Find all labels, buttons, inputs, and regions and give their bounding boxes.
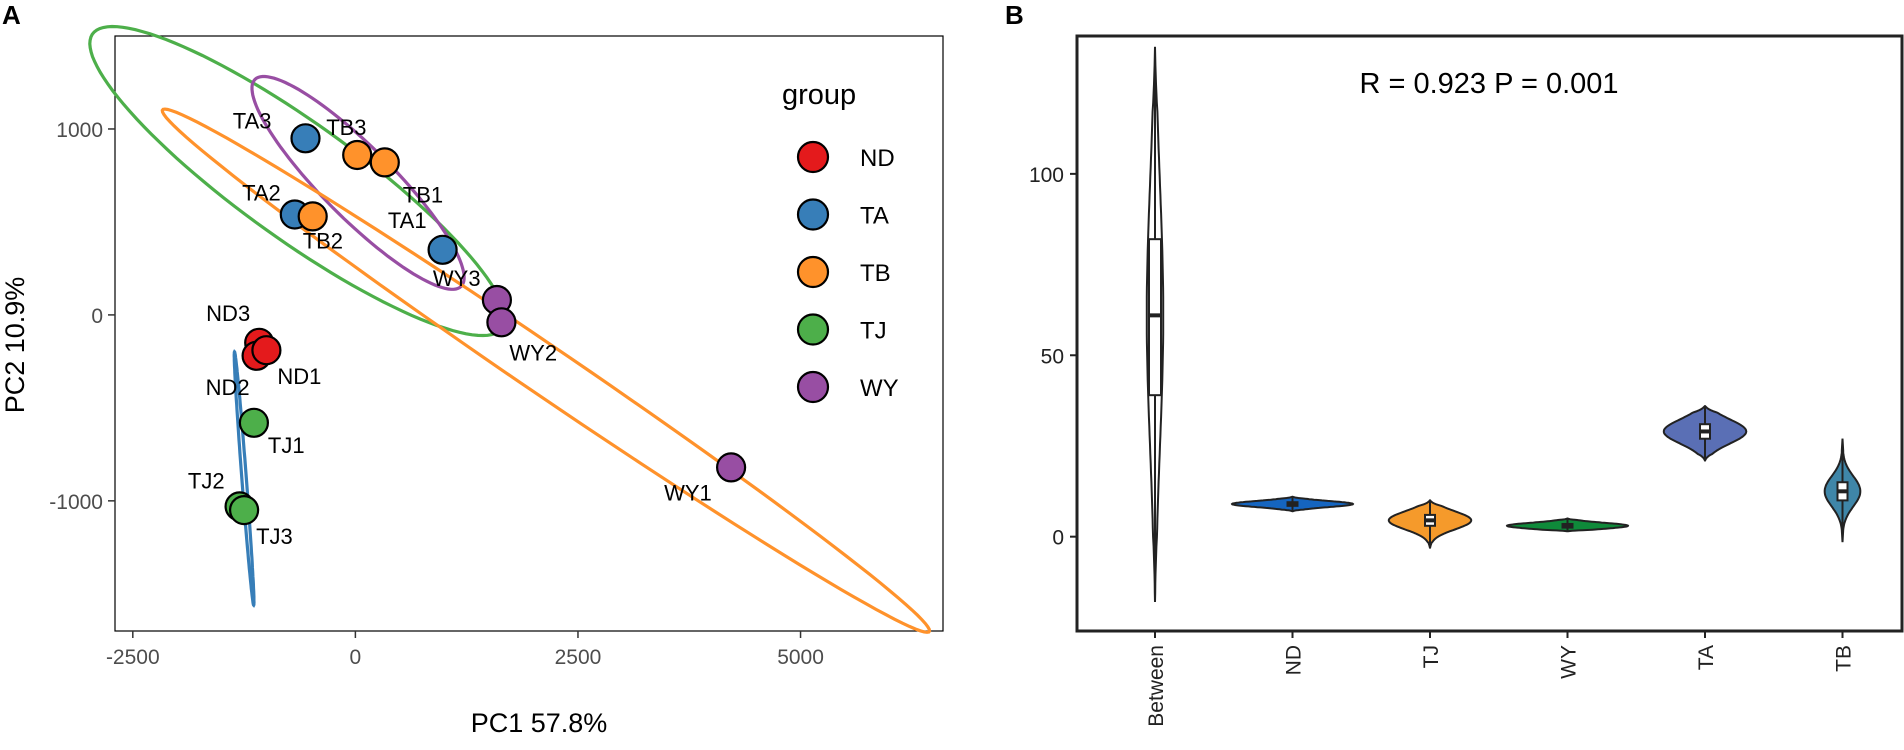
point-label-tb2: TB2: [303, 228, 343, 253]
x-tick-label: 2500: [555, 646, 602, 669]
legend-key-ta: [796, 198, 830, 231]
legend-title: group: [782, 79, 856, 111]
point-label-ta1: TA1: [388, 208, 427, 233]
pca-legend: group ND TA TB TJ WY: [782, 79, 899, 404]
point-label-nd1: ND1: [277, 364, 321, 389]
panel-b: B R = 0.923 P = 0.001 0 50 100 Between ND TJ…: [1005, 0, 1904, 727]
pca-x-axis-ticks: -2500 0 2500 5000: [106, 631, 824, 669]
point-tb2: [297, 201, 328, 232]
anosim-statistic: R = 0.923 P = 0.001: [1359, 68, 1618, 100]
point-label-nd2: ND2: [206, 375, 250, 400]
y-tick-label: -1000: [49, 491, 103, 514]
point-tj1: [238, 407, 269, 438]
violin-y-axis-ticks: 0 50 100: [1029, 164, 1077, 550]
ellipse-ta: [232, 349, 256, 608]
pca-point-labels: TA3 TA2 TA1 TB3 TB1 TB2 WY3 WY2 WY1 ND3 ND2 ND1 TJ1 T…: [188, 108, 712, 549]
pca-points: [224, 123, 747, 526]
legend-key-tb: [796, 255, 830, 289]
ellipse-tj: [88, 24, 507, 338]
point-label-tb1: TB1: [403, 182, 443, 207]
x-tick-label-tb: TB: [1833, 645, 1856, 672]
panel-b-plot-border: [1075, 34, 1904, 633]
x-tick-label-between: Between: [1145, 645, 1168, 727]
point-label-tj3: TJ3: [256, 524, 293, 549]
x-tick-label: 0: [350, 646, 362, 669]
y-tick-label: 0: [91, 305, 103, 328]
y-tick-label: 1000: [56, 119, 103, 142]
point-tb3: [342, 139, 373, 171]
panel-b-letter: B: [1005, 0, 1024, 30]
x-tick-label: 5000: [777, 646, 824, 669]
legend-label-wy: WY: [860, 375, 899, 402]
legend-items: ND TA TB TJ WY: [796, 140, 899, 404]
point-ta3: [290, 123, 321, 154]
violin-x-axis-ticks: Between ND TJ WY TA TB: [1145, 631, 1856, 727]
violins: [1145, 46, 1862, 603]
point-label-tj2: TJ2: [188, 468, 225, 493]
point-tb1: [369, 147, 400, 178]
point-label-ta2: TA2: [242, 181, 281, 206]
pca-y-axis-title: PC2 10.9%: [0, 277, 30, 414]
x-tick-label-nd: ND: [1283, 645, 1306, 675]
legend-label-ta: TA: [860, 203, 889, 230]
point-nd1: [251, 335, 282, 366]
panel-a-letter: A: [2, 0, 21, 30]
point-wy2: [486, 307, 517, 338]
y-tick-label: 50: [1041, 345, 1064, 368]
legend-label-nd: ND: [860, 145, 895, 172]
point-tj3: [229, 495, 260, 526]
x-tick-label: -2500: [106, 646, 160, 669]
point-ta1: [427, 234, 458, 265]
point-label-ta3: TA3: [233, 108, 272, 133]
pca-x-axis-title: PC1 57.8%: [471, 708, 608, 738]
point-label-wy2: WY2: [509, 340, 557, 365]
y-tick-label: 0: [1052, 527, 1064, 550]
point-label-nd3: ND3: [206, 301, 250, 326]
point-label-tb3: TB3: [326, 115, 366, 140]
ellipse-wy: [250, 74, 466, 291]
x-tick-label-tj: TJ: [1420, 645, 1443, 668]
point-label-tj1: TJ1: [268, 433, 305, 458]
legend-key-nd: [796, 140, 830, 174]
x-tick-label-ta: TA: [1695, 645, 1718, 670]
point-label-wy3: WY3: [433, 266, 481, 291]
legend-key-wy: [796, 370, 830, 404]
legend-label-tb: TB: [860, 260, 891, 287]
legend-key-tj: [796, 313, 830, 346]
legend-label-tj: TJ: [860, 318, 887, 345]
y-tick-label: 100: [1029, 164, 1064, 187]
point-label-wy1: WY1: [664, 480, 712, 505]
pca-y-axis-ticks: 1000 0 -1000: [49, 119, 115, 514]
point-wy1: [715, 452, 747, 483]
x-tick-label-wy: WY: [1558, 645, 1581, 679]
panel-a: A TA3 TA2 TA1 TB3 TB1 TB2 WY3 WY2 WY1 ND3 ND2 ND1 TJ…: [0, 0, 944, 738]
